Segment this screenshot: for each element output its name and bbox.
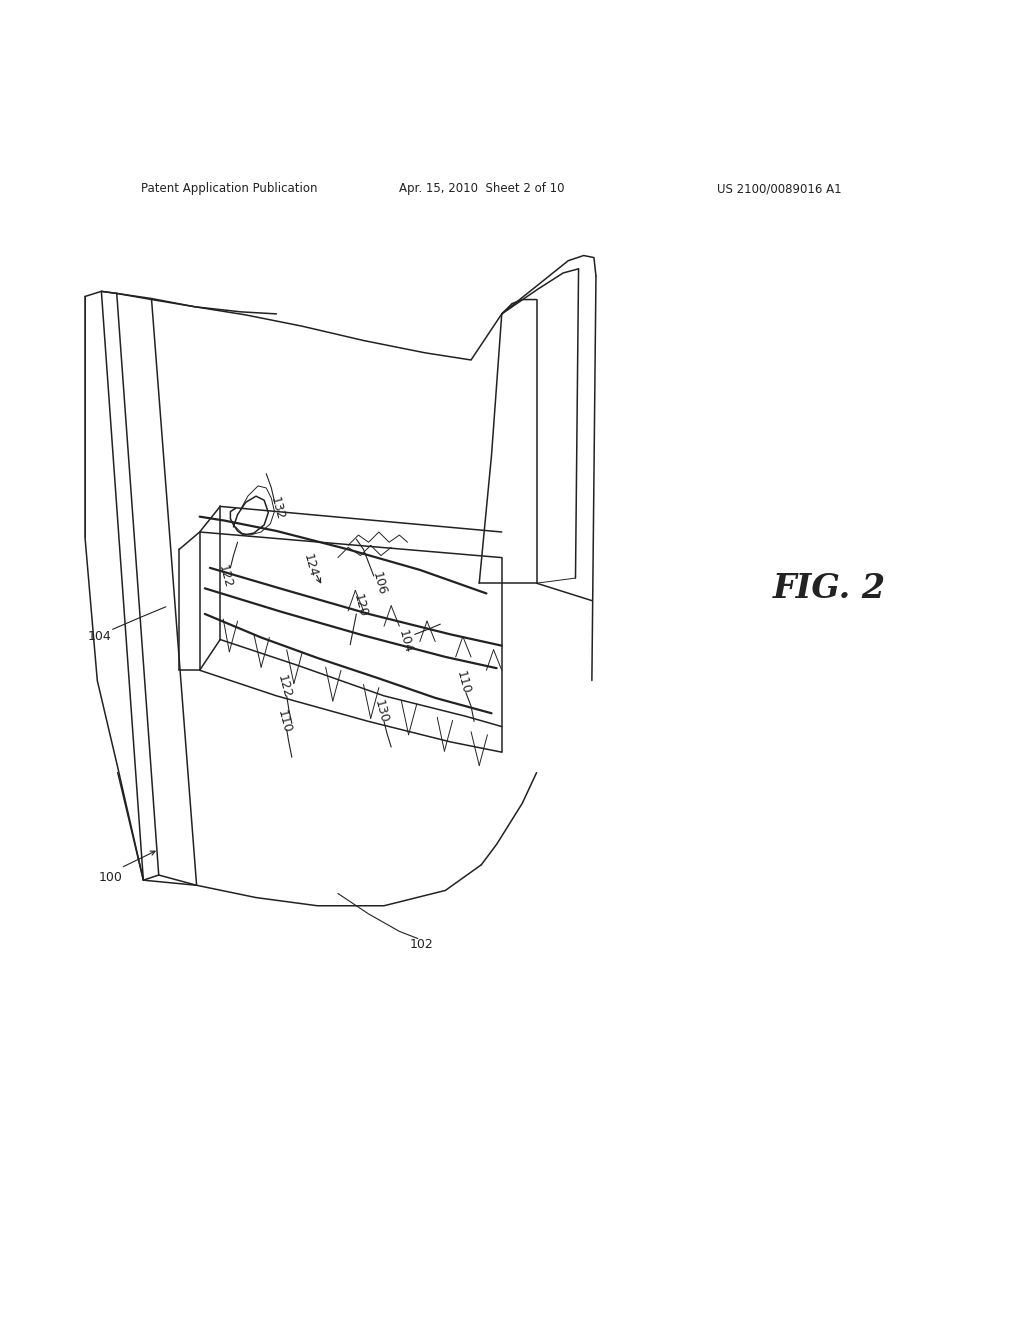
- Text: 122: 122: [274, 673, 293, 700]
- Text: 122: 122: [216, 562, 234, 589]
- Text: 106: 106: [370, 570, 388, 597]
- Text: 110: 110: [274, 709, 293, 735]
- Text: 130: 130: [372, 698, 390, 725]
- Text: 104: 104: [396, 628, 415, 655]
- Text: 124: 124: [301, 553, 319, 579]
- Text: 120: 120: [351, 593, 370, 619]
- Text: Patent Application Publication: Patent Application Publication: [141, 182, 317, 195]
- Text: 110: 110: [454, 669, 472, 696]
- Text: US 2100/0089016 A1: US 2100/0089016 A1: [717, 182, 842, 195]
- Text: Apr. 15, 2010  Sheet 2 of 10: Apr. 15, 2010 Sheet 2 of 10: [399, 182, 565, 195]
- Text: 104: 104: [87, 630, 112, 643]
- Text: 132: 132: [268, 495, 287, 521]
- Text: FIG. 2: FIG. 2: [773, 572, 886, 605]
- Text: 102: 102: [410, 939, 434, 952]
- Text: 100: 100: [98, 871, 123, 883]
